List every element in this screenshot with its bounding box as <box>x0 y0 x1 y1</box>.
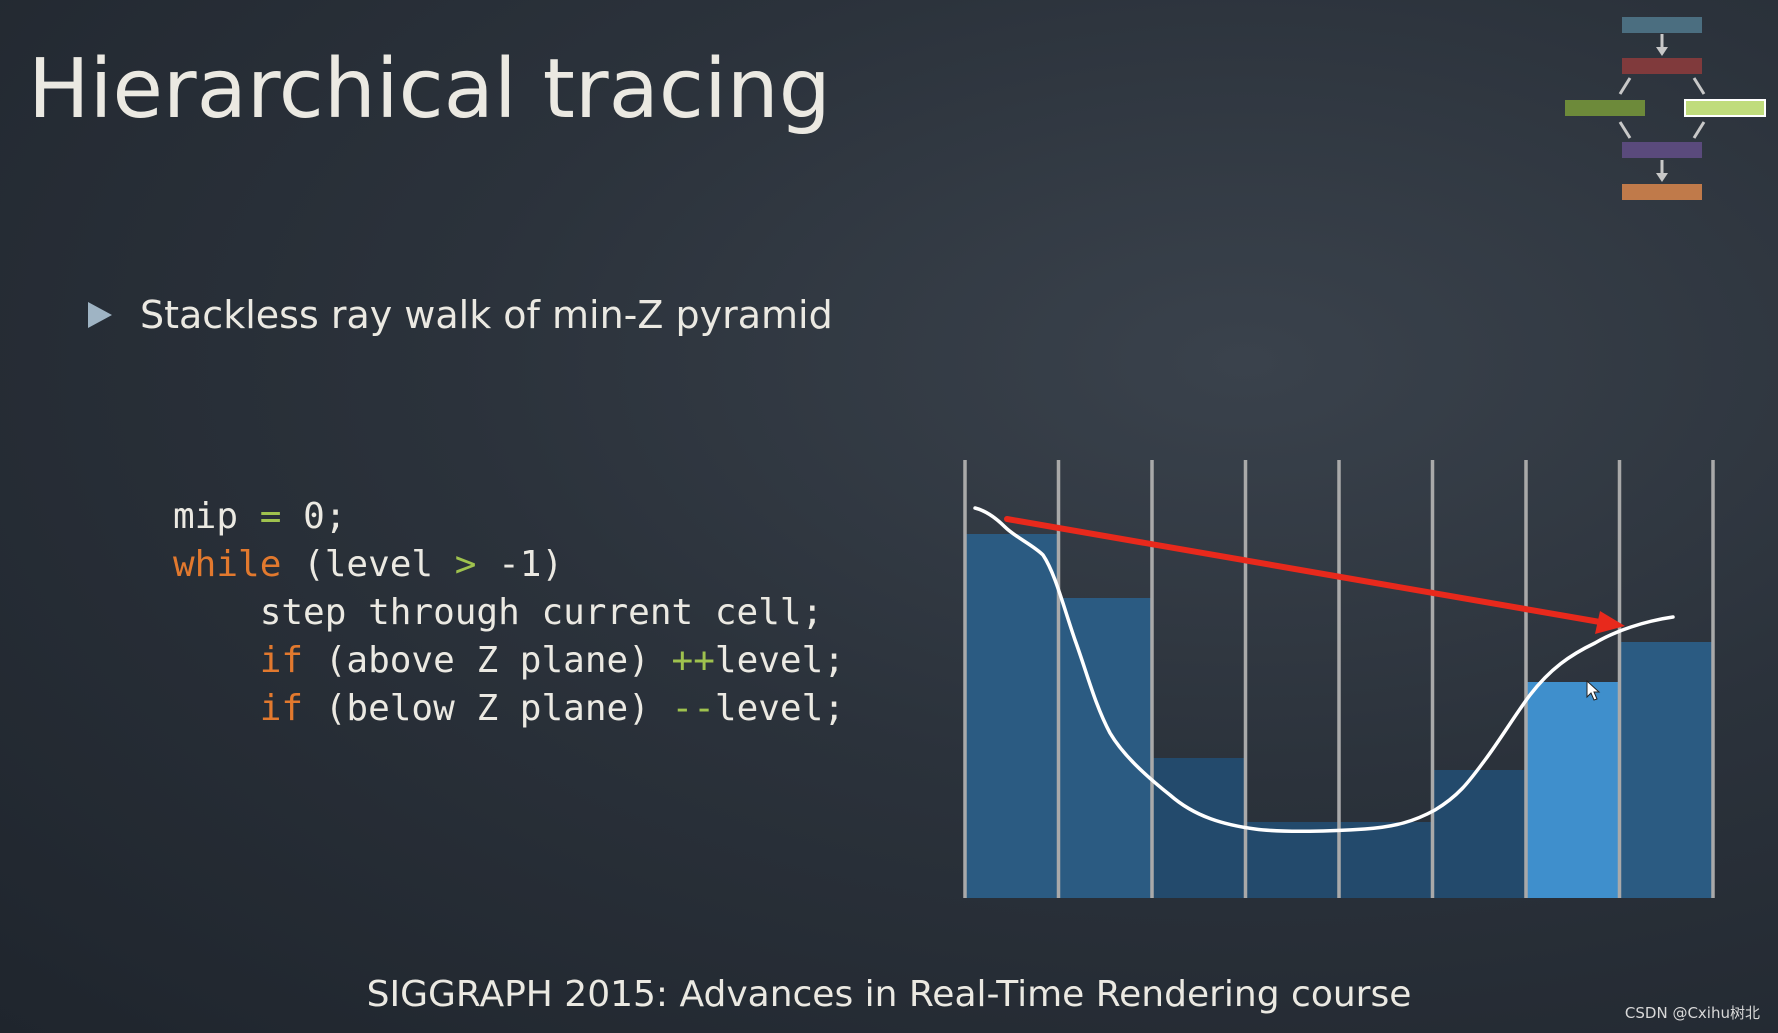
cursor-icon <box>1586 679 1601 701</box>
pseudocode-block: mip = 0; while (level > -1) step through … <box>173 493 845 733</box>
depth-cell <box>965 534 1059 898</box>
depth-cell <box>1245 822 1339 898</box>
bullet-triangle-icon <box>88 302 112 328</box>
code-line-2: while (level > -1) <box>173 544 564 585</box>
code-line-5: if (below Z plane) --level; <box>259 688 845 729</box>
ray-arrow <box>1004 516 1625 634</box>
min-z-pyramid-diagram <box>963 460 1715 898</box>
depth-surface-curve <box>973 506 1675 834</box>
code-line-1: mip = 0; <box>173 496 347 537</box>
depth-cell <box>1152 758 1246 898</box>
depth-cell <box>1432 770 1526 898</box>
depth-cell <box>1339 822 1433 898</box>
depth-cells <box>965 534 1713 898</box>
code-line-3: step through current cell; <box>173 592 824 633</box>
bullet-item: Stackless ray walk of min-Z pyramid <box>88 290 833 340</box>
slide-title: Hierarchical tracing <box>28 42 831 137</box>
footer-caption: SIGGRAPH 2015: Advances in Real-Time Ren… <box>366 974 1412 1015</box>
depth-cell <box>1619 642 1713 898</box>
cell-gridlines <box>963 460 1715 898</box>
depth-cell <box>1526 682 1620 898</box>
depth-cell <box>1058 598 1152 898</box>
flowchart-navigator-icon <box>1565 17 1766 200</box>
code-line-4: if (above Z plane) ++level; <box>259 640 845 681</box>
bullet-text: Stackless ray walk of min-Z pyramid <box>140 293 833 337</box>
watermark: CSDN @Cxihu树北 <box>1624 1004 1760 1022</box>
